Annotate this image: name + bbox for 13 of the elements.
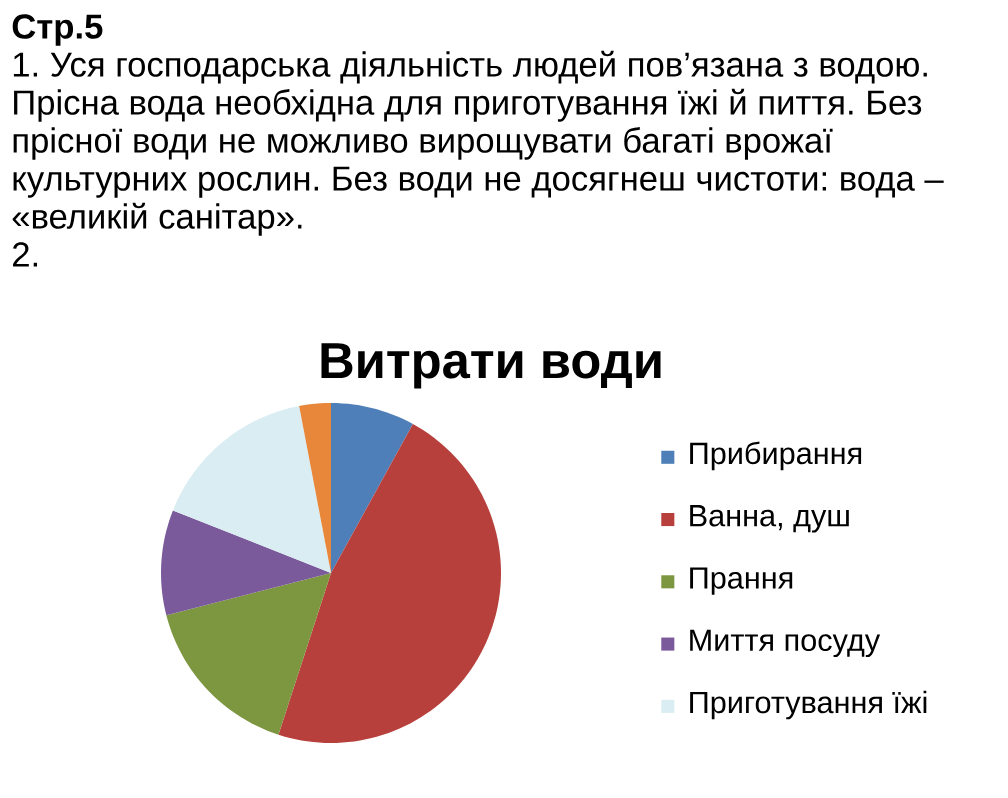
text: Стр.5 [12, 14, 103, 46]
text: Прісна вода необхідна для приготування їжі й пиття. Без [14, 88, 922, 122]
legend-label: Приготування їжі [690, 690, 927, 720]
text: культурних рослин. Без води не досягнеш чистоти: вода – [13, 166, 944, 198]
legend-label: Прибирання [690, 441, 862, 471]
legend-label: Ванна, душ [690, 505, 849, 533]
chart-title: Витрати води [321, 343, 661, 389]
text: 2. [13, 242, 38, 267]
legend-label: Миття посуду [690, 629, 881, 658]
legend-label: Прання [690, 567, 793, 595]
text: прісної води не можливо вирощувати багаті врожаї [13, 127, 833, 160]
text: 1. Уся господарська діяльність людей пов’язана з водою. [13, 50, 927, 84]
text: «великій санітар». [12, 202, 302, 236]
